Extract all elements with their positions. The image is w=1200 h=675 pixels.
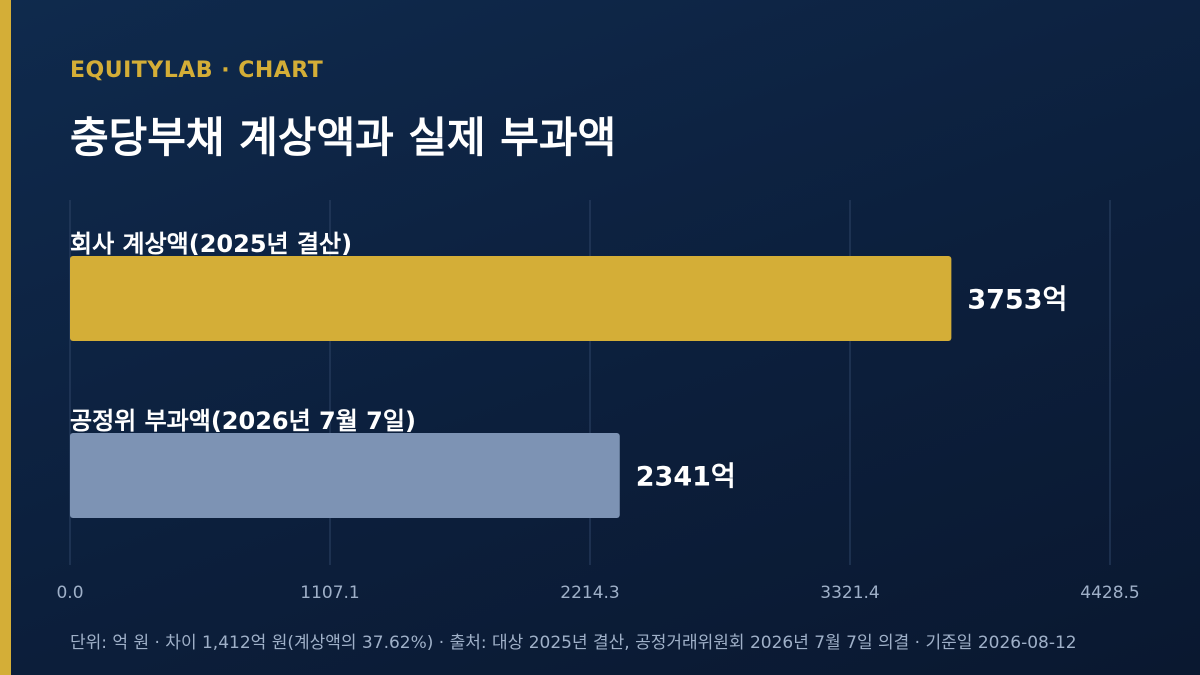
footnote: 단위: 억 원 · 차이 1,412억 원(계상액의 37.62%) · 출처:… xyxy=(70,633,1077,653)
category-label: 회사 계상액(2025년 결산) xyxy=(70,230,352,258)
brand-label: EQUITYLAB · CHART xyxy=(70,58,324,83)
x-tick-label: 3321.4 xyxy=(820,583,879,603)
accent-stripe xyxy=(0,0,11,675)
chart-title: 충당부채 계상액과 실제 부과액 xyxy=(70,113,617,162)
bar xyxy=(70,433,620,518)
bar xyxy=(70,256,952,341)
value-label: 3753억 xyxy=(967,285,1067,316)
x-tick-label: 4428.5 xyxy=(1080,583,1139,603)
x-tick-label: 0.0 xyxy=(56,583,83,603)
category-label: 공정위 부과액(2026년 7월 7일) xyxy=(70,407,416,435)
x-tick-label: 1107.1 xyxy=(300,583,359,603)
value-label: 2341억 xyxy=(636,462,736,493)
x-axis-ticks: 0.0 1107.1 2214.3 3321.4 4428.5 xyxy=(56,583,1139,603)
x-tick-label: 2214.3 xyxy=(560,583,619,603)
